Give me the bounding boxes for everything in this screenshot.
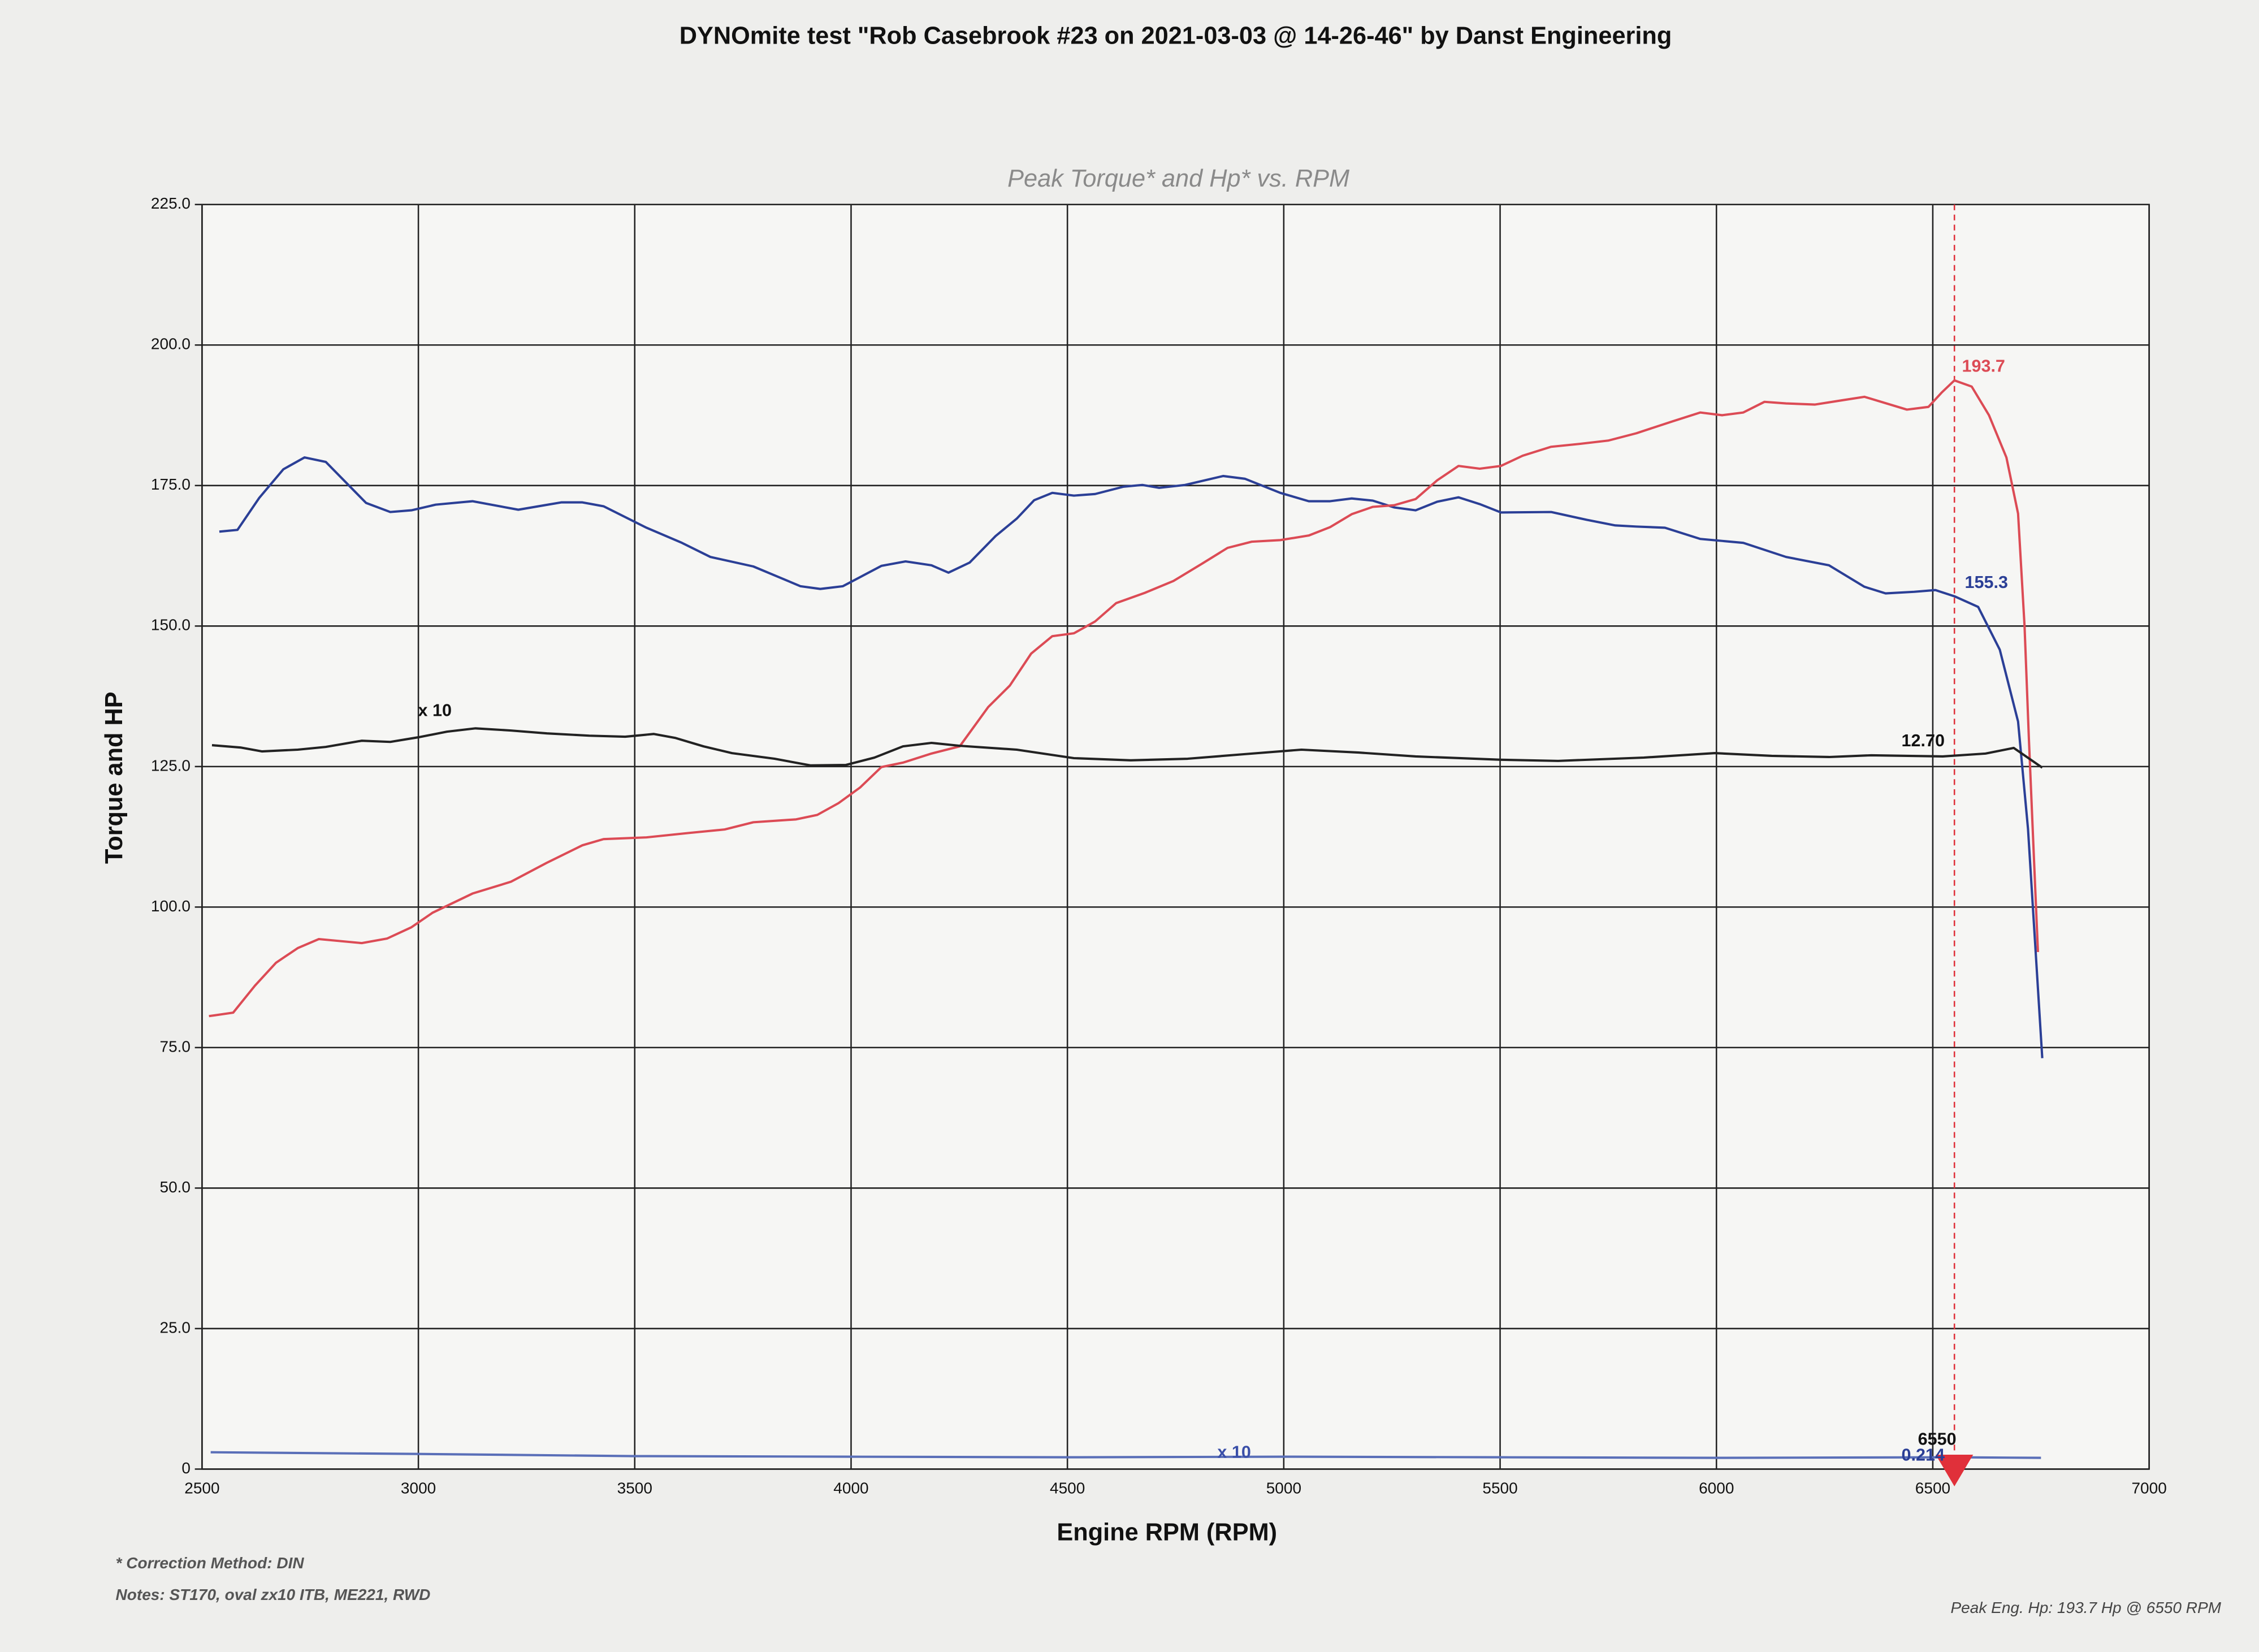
y-tick-label: 225.0 <box>151 194 191 212</box>
annotation: 155.3 <box>1965 573 2008 592</box>
y-tick-label: 200.0 <box>151 335 191 353</box>
plot-area <box>201 204 2150 1470</box>
x-tick-label: 2500 <box>184 1480 219 1497</box>
x-tick-label: 3000 <box>401 1480 436 1497</box>
series-line <box>209 379 2040 1018</box>
x-tick-label: 6000 <box>1699 1480 1734 1497</box>
peak-marker <box>1936 1454 1974 1487</box>
x-tick-label: 4500 <box>1050 1480 1085 1497</box>
annotation: 0.214 <box>1901 1446 1944 1465</box>
chart-title: DYNOmite test "Rob Casebrook #23 on 2021… <box>680 23 1672 50</box>
y-tick-label: 125.0 <box>151 756 191 774</box>
y-tick-label: 100.0 <box>151 897 191 915</box>
x-tick-label: 3500 <box>617 1480 652 1497</box>
annotation: x 10 <box>1217 1443 1250 1462</box>
x-tick-label: 7000 <box>2131 1480 2166 1497</box>
footnote: Notes: ST170, oval zx10 ITB, ME221, RWD <box>116 1586 431 1603</box>
series-line <box>210 1451 2041 1459</box>
peak-note: Peak Eng. Hp: 193.7 Hp @ 6550 RPM <box>1951 1599 2222 1616</box>
chart-subtitle: Peak Torque* and Hp* vs. RPM <box>1007 165 1350 192</box>
x-tick-label: 5500 <box>1482 1480 1517 1497</box>
y-tick-label: 25.0 <box>159 1318 191 1336</box>
annotation: 12.70 <box>1901 731 1944 750</box>
y-tick-label: 150.0 <box>151 616 191 634</box>
y-axis-label: Torque and HP <box>101 691 128 864</box>
annotation: x 10 <box>418 701 452 720</box>
peak-marker-label: 6550 <box>1918 1430 1957 1449</box>
x-axis-label: Engine RPM (RPM) <box>1057 1519 1277 1546</box>
x-tick-label: 6500 <box>1915 1480 1950 1497</box>
y-tick-label: 175.0 <box>151 475 191 493</box>
footnote: * Correction Method: DIN <box>116 1554 305 1572</box>
x-tick-label: 4000 <box>833 1480 868 1497</box>
annotation: 193.7 <box>1962 357 2005 376</box>
series-line <box>211 727 2043 769</box>
series-line <box>219 456 2044 1058</box>
x-tick-label: 5000 <box>1266 1480 1301 1497</box>
y-tick-label: 50.0 <box>159 1178 191 1196</box>
y-tick-label: 75.0 <box>159 1037 191 1055</box>
y-tick-label: 0 <box>181 1459 191 1477</box>
